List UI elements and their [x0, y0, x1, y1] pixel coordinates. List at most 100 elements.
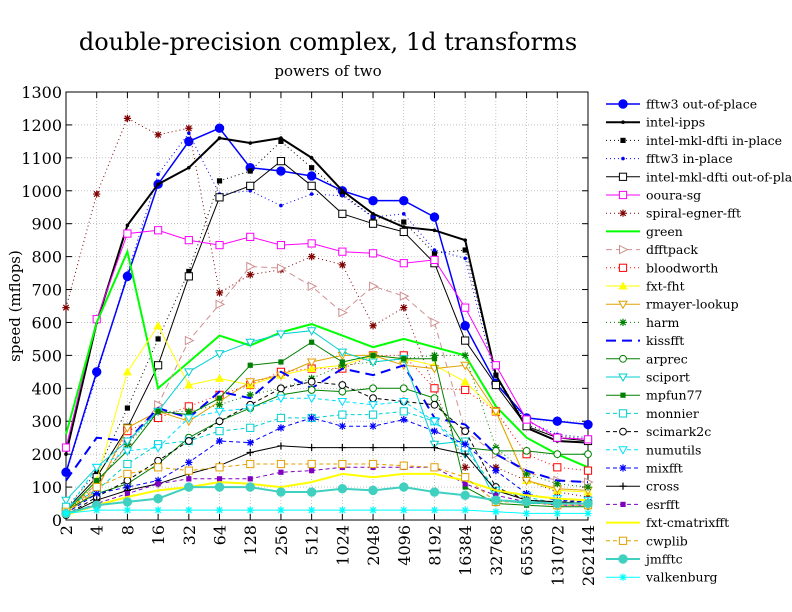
- data-point: [246, 423, 255, 432]
- data-point: [246, 232, 255, 241]
- data-point: [462, 484, 468, 490]
- data-point: [93, 490, 101, 498]
- data-point: [460, 490, 470, 501]
- data-point: [307, 377, 316, 386]
- data-point: [619, 318, 627, 326]
- legend-item: arprec: [606, 351, 688, 366]
- legend-item: sciport: [606, 370, 690, 385]
- data-point: [276, 394, 286, 404]
- legend-item: fxt-fht: [606, 279, 685, 294]
- data-point: [339, 359, 345, 365]
- data-point: [461, 463, 469, 471]
- legend-label: monnier: [646, 406, 699, 421]
- legend-label: spiral-egner-fft: [646, 206, 741, 221]
- data-point: [399, 259, 408, 268]
- data-point: [215, 427, 224, 436]
- data-point: [553, 463, 562, 472]
- data-point: [123, 229, 132, 238]
- data-point: [368, 410, 378, 419]
- data-point: [399, 461, 408, 470]
- data-point: [277, 384, 285, 393]
- data-point: [279, 203, 283, 208]
- y-tick-label: 1300: [21, 83, 62, 102]
- data-point: [461, 385, 470, 395]
- data-point: [307, 281, 318, 292]
- data-point: [430, 317, 441, 328]
- y-tick-label: 200: [31, 445, 62, 464]
- series-sciport: [61, 327, 593, 509]
- y-tick-label: 400: [31, 379, 62, 398]
- chart-title: double-precision complex, 1d transforms: [79, 28, 577, 56]
- data-point: [308, 506, 316, 514]
- data-point: [553, 450, 562, 459]
- y-tick-label: 800: [31, 248, 62, 267]
- legend-label: kissfft: [646, 333, 684, 348]
- legend-item: esrfft: [606, 497, 680, 512]
- data-point: [93, 506, 101, 514]
- data-point: [92, 482, 101, 492]
- data-point: [430, 463, 439, 472]
- data-point: [245, 404, 256, 414]
- data-point: [154, 226, 163, 235]
- data-point: [306, 171, 317, 181]
- data-point: [619, 427, 627, 436]
- data-point: [462, 247, 468, 253]
- data-point: [125, 223, 130, 228]
- data-point: [276, 487, 286, 497]
- data-point: [245, 482, 255, 492]
- data-point: [460, 377, 470, 386]
- data-point: [621, 156, 625, 161]
- legend-label: valkenburg: [645, 570, 718, 585]
- data-point: [618, 263, 628, 272]
- data-point: [94, 373, 99, 377]
- series-line: [65, 381, 588, 516]
- data-point: [276, 166, 286, 176]
- data-point: [125, 271, 130, 275]
- data-point: [277, 442, 285, 450]
- data-point: [308, 253, 316, 261]
- x-tick-label: 4: [88, 525, 107, 535]
- legend-item: harm: [606, 315, 679, 330]
- data-point: [306, 327, 317, 336]
- data-point: [618, 409, 628, 418]
- data-point: [337, 484, 348, 494]
- legend-item: rmayer-lookup: [606, 297, 739, 312]
- data-point: [184, 272, 193, 281]
- legend-label: dfftpack: [646, 242, 698, 257]
- data-point: [309, 192, 314, 196]
- data-point: [338, 381, 347, 389]
- data-point: [187, 131, 191, 135]
- series-green: [65, 248, 589, 469]
- series-spiral-egner-fft: [62, 114, 592, 501]
- data-point: [461, 473, 470, 482]
- y-tick-label: 1000: [21, 182, 62, 201]
- data-point: [552, 416, 562, 426]
- data-point: [584, 509, 592, 518]
- series-line: [65, 127, 589, 473]
- data-point: [248, 141, 253, 145]
- data-point: [276, 157, 286, 166]
- series-line: [65, 354, 589, 513]
- y-tick-label: 1200: [21, 116, 62, 135]
- data-point: [430, 384, 439, 393]
- data-point: [620, 392, 626, 398]
- series-valkenburg: [62, 506, 592, 518]
- data-point: [307, 239, 316, 248]
- data-point: [246, 439, 254, 447]
- data-point: [369, 281, 379, 292]
- legend-item: numutils: [606, 442, 701, 457]
- x-tick-label: 65536: [518, 525, 537, 576]
- series-kissfft: [65, 364, 589, 484]
- data-point: [401, 212, 406, 216]
- data-point: [430, 400, 439, 409]
- data-point: [306, 394, 317, 404]
- legend-item: cwplib: [606, 533, 688, 548]
- legend-label: numutils: [646, 442, 701, 457]
- data-point: [308, 414, 316, 422]
- series-cross: [62, 442, 592, 519]
- data-point: [123, 459, 132, 469]
- data-point: [246, 459, 255, 469]
- series-line: [65, 387, 588, 511]
- data-point: [277, 506, 285, 514]
- legend-item: jmfftc: [606, 552, 683, 567]
